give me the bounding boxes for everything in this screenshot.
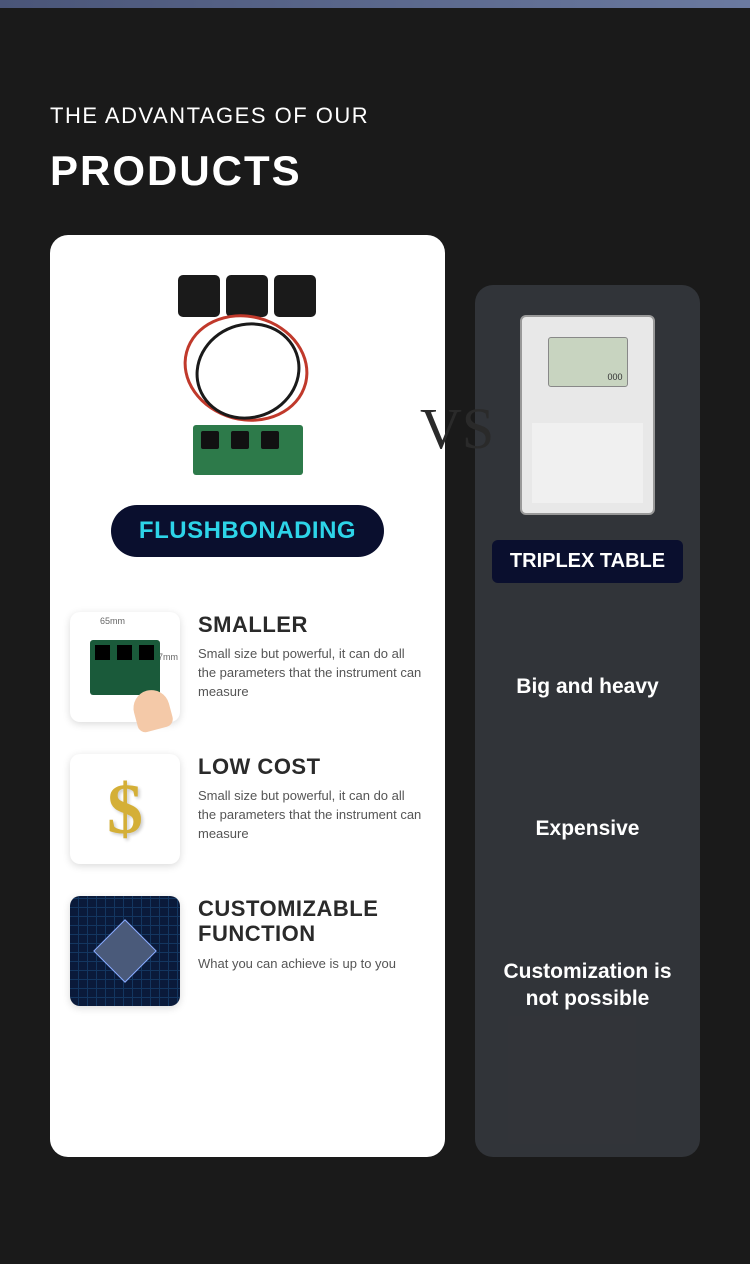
header: THE ADVANTAGES OF OUR PRODUCTS bbox=[0, 8, 750, 235]
left-badge: FLUSHBONADING bbox=[111, 505, 384, 557]
current-transformer-sketch bbox=[168, 275, 328, 475]
chip-icon bbox=[70, 896, 180, 1006]
feature-text: CUSTOMIZABLE FUNCTION What you can achie… bbox=[198, 896, 425, 973]
feature-desc: Small size but powerful, it can do all t… bbox=[198, 645, 425, 702]
lowcost-icon: $ bbox=[70, 754, 180, 864]
right-product-image: 000 bbox=[520, 315, 655, 515]
feature-desc: What you can achieve is up to you bbox=[198, 955, 425, 974]
left-product-card: FLUSHBONADING 65mm 57mm SMALLER Small si… bbox=[50, 235, 445, 1157]
feature-row: $ LOW COST Small size but powerful, it c… bbox=[70, 754, 425, 864]
feature-row: 65mm 57mm SMALLER Small size but powerfu… bbox=[70, 612, 425, 722]
feature-text: SMALLER Small size but powerful, it can … bbox=[198, 612, 425, 702]
feature-row: CUSTOMIZABLE FUNCTION What you can achie… bbox=[70, 896, 425, 1006]
right-feature: Big and heavy bbox=[490, 673, 685, 700]
dollar-icon: $ bbox=[107, 768, 143, 851]
right-features-list: Big and heavy Expensive Customization is… bbox=[490, 673, 685, 1012]
right-feature: Expensive bbox=[490, 815, 685, 842]
customizable-icon bbox=[70, 896, 180, 1006]
left-features-list: 65mm 57mm SMALLER Small size but powerfu… bbox=[70, 612, 425, 1006]
right-feature: Customization is not possible bbox=[490, 958, 685, 1013]
comparison-container: VS FLUSHBONADING 65mm 57mm SMA bbox=[0, 235, 750, 1157]
feature-desc: Small size but powerful, it can do all t… bbox=[198, 787, 425, 844]
left-product-image bbox=[138, 260, 358, 490]
smaller-icon: 65mm 57mm bbox=[70, 612, 180, 722]
feature-title: SMALLER bbox=[198, 612, 425, 637]
top-gradient-bar bbox=[0, 0, 750, 8]
right-badge: TRIPLEX TABLE bbox=[492, 540, 683, 583]
right-product-card: 000 TRIPLEX TABLE Big and heavy Expensiv… bbox=[475, 285, 700, 1157]
meter-display: 000 bbox=[548, 337, 628, 387]
feature-title: CUSTOMIZABLE FUNCTION bbox=[198, 896, 425, 947]
meter-panel bbox=[532, 423, 643, 503]
feature-text: LOW COST Small size but powerful, it can… bbox=[198, 754, 425, 844]
feature-title: LOW COST bbox=[198, 754, 425, 779]
vs-label: VS bbox=[420, 395, 494, 462]
page-title: PRODUCTS bbox=[50, 147, 700, 195]
page-subtitle: THE ADVANTAGES OF OUR bbox=[50, 103, 700, 129]
